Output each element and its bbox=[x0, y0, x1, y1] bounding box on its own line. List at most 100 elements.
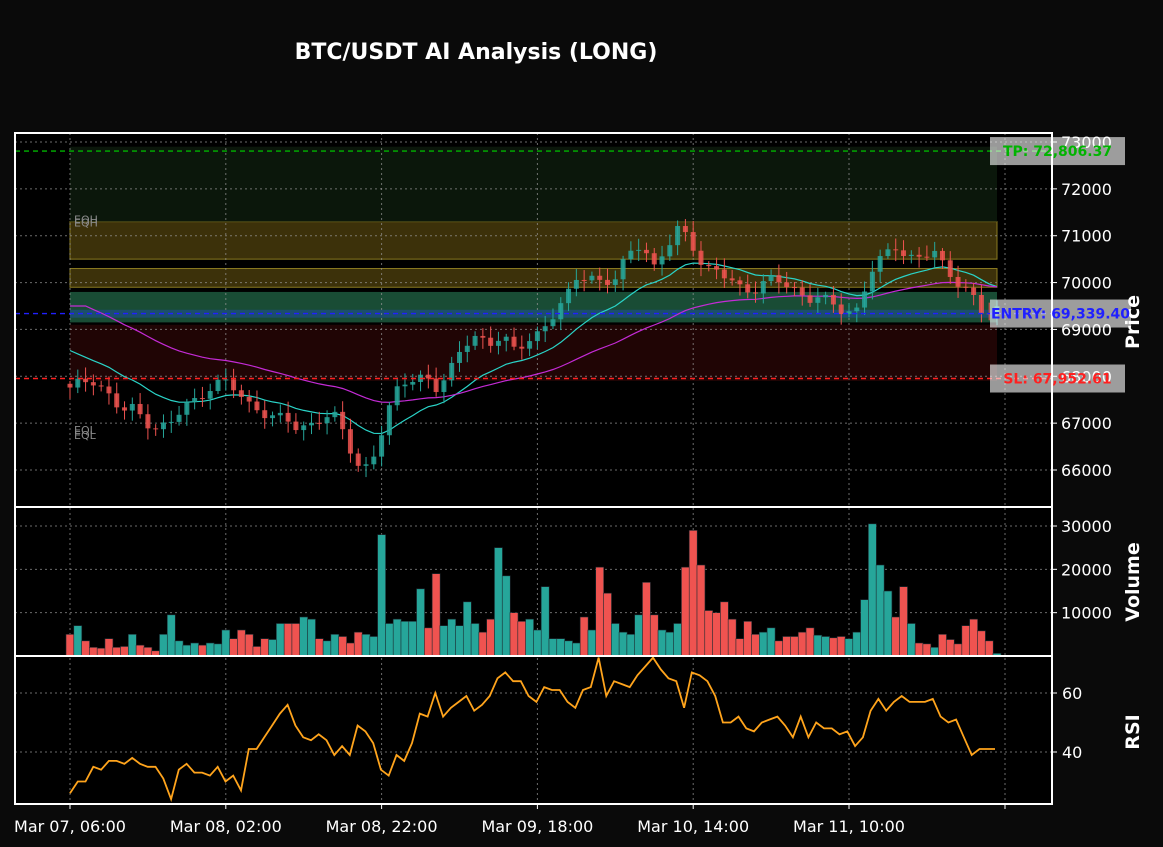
candle-body bbox=[784, 282, 789, 287]
price-tick-label: 66000 bbox=[1061, 461, 1112, 480]
volume-bar bbox=[604, 593, 612, 656]
candle-body bbox=[527, 341, 532, 349]
volume-bar bbox=[385, 624, 393, 657]
zone-premium bbox=[70, 222, 997, 259]
axis-label: RSI bbox=[1122, 714, 1144, 749]
volume-bar bbox=[74, 626, 82, 656]
candle-body bbox=[582, 280, 587, 281]
level-label: SL: 67,952.61 bbox=[1003, 372, 1111, 388]
candle-body bbox=[730, 278, 735, 280]
candle-body bbox=[885, 249, 890, 256]
candle-body bbox=[208, 391, 213, 399]
volume-bar bbox=[689, 530, 697, 656]
volume-bar bbox=[502, 576, 510, 656]
candle-body bbox=[114, 393, 119, 407]
candle-body bbox=[979, 295, 984, 313]
volume-bar bbox=[713, 613, 721, 656]
candle-body bbox=[177, 415, 182, 422]
liquidity-label: EQL bbox=[74, 429, 97, 442]
volume-bar bbox=[790, 637, 798, 657]
chart-title: BTC/USDT AI Analysis (LONG) bbox=[295, 40, 658, 65]
candle-body bbox=[776, 275, 781, 282]
volume-bar bbox=[159, 634, 167, 656]
volume-bar bbox=[276, 624, 284, 657]
volume-bar bbox=[806, 628, 814, 656]
volume-bar bbox=[767, 628, 775, 656]
candle-body bbox=[901, 250, 906, 256]
candle-body bbox=[130, 404, 135, 411]
volume-bar bbox=[658, 630, 666, 656]
candle-body bbox=[698, 251, 703, 265]
volume-bar bbox=[455, 626, 463, 656]
candle-body bbox=[714, 266, 719, 269]
zone-target_area bbox=[70, 147, 997, 222]
candle-body bbox=[558, 303, 563, 319]
x-tick-label: Mar 08, 02:00 bbox=[170, 817, 282, 836]
volume-bar bbox=[674, 624, 682, 657]
candle-body bbox=[854, 308, 859, 312]
candle-body bbox=[878, 256, 883, 272]
volume-bar bbox=[533, 630, 541, 656]
candle-body bbox=[496, 341, 501, 346]
candle-body bbox=[75, 379, 80, 388]
level-label: ENTRY: 69,339.40 bbox=[991, 307, 1130, 323]
candle-body bbox=[566, 289, 571, 303]
volume-bar bbox=[378, 535, 386, 656]
candle-body bbox=[745, 284, 750, 292]
candle-body bbox=[379, 435, 384, 456]
candle-body bbox=[278, 413, 283, 415]
candle-body bbox=[722, 270, 727, 279]
volume-bar bbox=[798, 632, 806, 656]
volume-bar bbox=[214, 644, 222, 656]
candle-body bbox=[317, 423, 322, 424]
volume-bar bbox=[705, 611, 713, 657]
candle-body bbox=[231, 379, 236, 390]
volume-bar bbox=[105, 639, 113, 656]
candle-body bbox=[286, 413, 291, 422]
volume-bar bbox=[206, 643, 214, 656]
volume-bar bbox=[66, 634, 74, 656]
candle-body bbox=[675, 226, 680, 245]
candle-body bbox=[465, 346, 470, 352]
candle-body bbox=[628, 251, 633, 259]
volume-bar bbox=[962, 626, 970, 656]
candle-body bbox=[262, 410, 267, 418]
candle-body bbox=[161, 422, 166, 429]
candle-body bbox=[99, 385, 104, 386]
volume-bar bbox=[417, 589, 425, 656]
volume-bar bbox=[627, 634, 635, 656]
volume-bar bbox=[884, 591, 892, 656]
volume-bar bbox=[946, 640, 954, 656]
volume-bar bbox=[931, 647, 939, 656]
candle-body bbox=[247, 397, 252, 402]
volume-bar bbox=[720, 602, 728, 656]
volume-bar bbox=[572, 643, 580, 656]
volume-bar bbox=[354, 632, 362, 656]
volume-bar bbox=[300, 617, 308, 656]
volume-bar bbox=[861, 600, 869, 656]
volume-bar bbox=[954, 644, 962, 656]
candle-body bbox=[192, 398, 197, 402]
volume-bar bbox=[370, 637, 378, 657]
candle-body bbox=[91, 382, 96, 385]
candle-body bbox=[543, 326, 548, 331]
x-tick-label: Mar 09, 18:00 bbox=[481, 817, 593, 836]
volume-bar bbox=[339, 637, 347, 657]
candle-body bbox=[473, 336, 478, 346]
candle-body bbox=[402, 385, 407, 387]
price-tick-label: 67000 bbox=[1061, 414, 1112, 433]
candle-body bbox=[769, 275, 774, 281]
volume-bar bbox=[230, 639, 238, 656]
volume-bar bbox=[814, 635, 822, 656]
volume-tick-label: 30000 bbox=[1061, 517, 1112, 536]
volume-bar bbox=[136, 645, 144, 656]
candle-body bbox=[652, 253, 657, 264]
volume-bar bbox=[494, 548, 502, 656]
volume-bar bbox=[97, 648, 105, 656]
volume-bar bbox=[440, 626, 448, 656]
candle-body bbox=[550, 319, 555, 326]
candle-body bbox=[387, 405, 392, 435]
candle-body bbox=[808, 295, 813, 303]
volume-bar bbox=[253, 646, 261, 656]
volume-bar bbox=[315, 639, 323, 656]
